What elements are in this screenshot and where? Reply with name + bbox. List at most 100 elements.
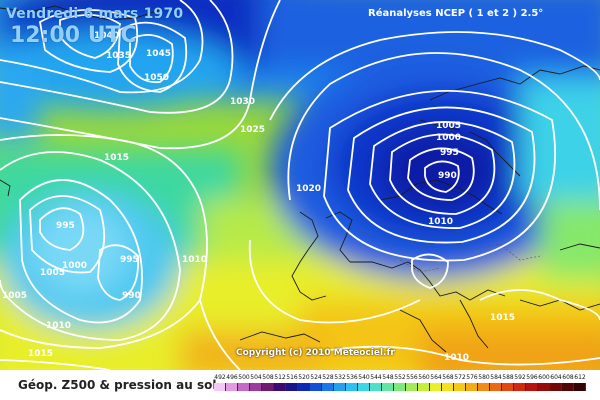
- reanalysis-label: Réanalyses NCEP ( 1 et 2 ) 2.5°: [368, 8, 544, 19]
- legend-value: 556: [406, 374, 418, 381]
- legend-swatch: [574, 383, 586, 391]
- legend-value: 608: [562, 374, 574, 381]
- copyright-text: Copyright (c) 2010 Meteociel.fr: [236, 348, 395, 358]
- map-parameter-title: Géop. Z500 & pression au sol: [18, 378, 217, 392]
- legend-value: 576: [466, 374, 478, 381]
- legend-value: 504: [250, 374, 262, 381]
- legend-value: 584: [490, 374, 502, 381]
- legend-value: 564: [430, 374, 442, 381]
- legend-swatch: [274, 383, 286, 391]
- legend-value: 496: [226, 374, 238, 381]
- legend-swatch: [490, 383, 502, 391]
- legend-value: 592: [514, 374, 526, 381]
- legend-value: 540: [358, 374, 370, 381]
- pressure-label: 1010: [182, 255, 207, 265]
- legend-swatch: [442, 383, 454, 391]
- geopotential-field: 1040 1045 1035 1050 1030 1025 1015 1020 …: [0, 0, 600, 370]
- legend-value: 572: [454, 374, 466, 381]
- pressure-label: 995: [120, 255, 139, 265]
- pressure-label: 1040: [94, 31, 119, 41]
- map-canvas: 1040 1045 1035 1050 1030 1025 1015 1020 …: [0, 0, 600, 370]
- legend-value: 524: [310, 374, 322, 381]
- legend-value: 552: [394, 374, 406, 381]
- pressure-label: 1050: [144, 73, 169, 83]
- legend-value: 528: [322, 374, 334, 381]
- legend-value: 604: [550, 374, 562, 381]
- legend-swatch: [298, 383, 310, 391]
- pressure-label: 990: [438, 171, 457, 181]
- legend-swatch: [370, 383, 382, 391]
- legend-value: 560: [418, 374, 430, 381]
- legend-swatch: [406, 383, 418, 391]
- legend-value: 492: [214, 374, 226, 381]
- pressure-label: 1045: [146, 49, 171, 59]
- pressure-label: 1005: [436, 121, 461, 131]
- pressure-label: 1035: [106, 51, 131, 61]
- pressure-label: 990: [122, 291, 141, 301]
- pressure-label: 1000: [436, 133, 461, 143]
- pressure-label: 1020: [296, 184, 321, 194]
- legend-swatch: [322, 383, 334, 391]
- legend-swatch: [514, 383, 526, 391]
- legend-value: 500: [238, 374, 250, 381]
- pressure-label: 1015: [104, 153, 129, 163]
- legend-swatch: [394, 383, 406, 391]
- legend-value: 532: [334, 374, 346, 381]
- legend-value: 516: [286, 374, 298, 381]
- legend-swatch: [466, 383, 478, 391]
- pressure-label: 1000: [62, 261, 87, 271]
- isobars: [0, 0, 600, 370]
- legend-swatch: [238, 383, 250, 391]
- legend-value: 568: [442, 374, 454, 381]
- legend-swatch: [358, 383, 370, 391]
- legend-swatch: [538, 383, 550, 391]
- legend-swatches: [214, 383, 598, 391]
- legend-swatch: [382, 383, 394, 391]
- legend-value: 536: [346, 374, 358, 381]
- legend-value: 520: [298, 374, 310, 381]
- legend-swatch: [526, 383, 538, 391]
- pressure-label: 1010: [444, 353, 469, 363]
- map-footer: Géop. Z500 & pression au sol 492 496 500 50…: [0, 370, 600, 400]
- legend-value: 512: [274, 374, 286, 381]
- legend-swatch: [226, 383, 238, 391]
- pressure-label: 1030: [230, 97, 255, 107]
- legend-swatch: [310, 383, 322, 391]
- legend-value: 580: [478, 374, 490, 381]
- map-date: Vendredi 6 mars 1970: [6, 6, 184, 22]
- pressure-label: 1010: [46, 321, 71, 331]
- pressure-label: 995: [56, 221, 75, 231]
- legend-swatch: [334, 383, 346, 391]
- map-time: 12:00 UTC: [10, 23, 137, 48]
- legend-swatch: [418, 383, 430, 391]
- legend-swatch: [562, 383, 574, 391]
- color-legend: 492 496 500 504 508 512 516 520 524 528 532 536 540 5…: [214, 374, 598, 398]
- legend-swatch: [430, 383, 442, 391]
- borders: [359, 229, 541, 273]
- pressure-label: 1005: [40, 268, 65, 278]
- legend-swatch: [454, 383, 466, 391]
- legend-value: 544: [370, 374, 382, 381]
- legend-value: 596: [526, 374, 538, 381]
- legend-swatch: [550, 383, 562, 391]
- pressure-label: 1025: [240, 125, 265, 135]
- legend-swatch: [478, 383, 490, 391]
- pressure-label: 1015: [28, 349, 53, 359]
- legend-value: 600: [538, 374, 550, 381]
- pressure-label: 1005: [2, 291, 27, 301]
- legend-value: 588: [502, 374, 514, 381]
- legend-swatch: [262, 383, 274, 391]
- legend-value: 548: [382, 374, 394, 381]
- pressure-label: 1010: [428, 217, 453, 227]
- legend-labels: 492 496 500 504 508 512 516 520 524 528 532 536 540 5…: [214, 374, 598, 381]
- legend-swatch: [250, 383, 262, 391]
- legend-swatch: [346, 383, 358, 391]
- legend-swatch: [214, 383, 226, 391]
- legend-swatch: [286, 383, 298, 391]
- weather-map: 1040 1045 1035 1050 1030 1025 1015 1020 …: [0, 0, 600, 370]
- pressure-label: 1015: [490, 313, 515, 323]
- legend-value: 612: [574, 374, 586, 381]
- legend-value: 508: [262, 374, 274, 381]
- pressure-label: 995: [440, 148, 459, 158]
- isobar-labels: 1040 1045 1035 1050 1030 1025 1015 1020 …: [2, 31, 515, 363]
